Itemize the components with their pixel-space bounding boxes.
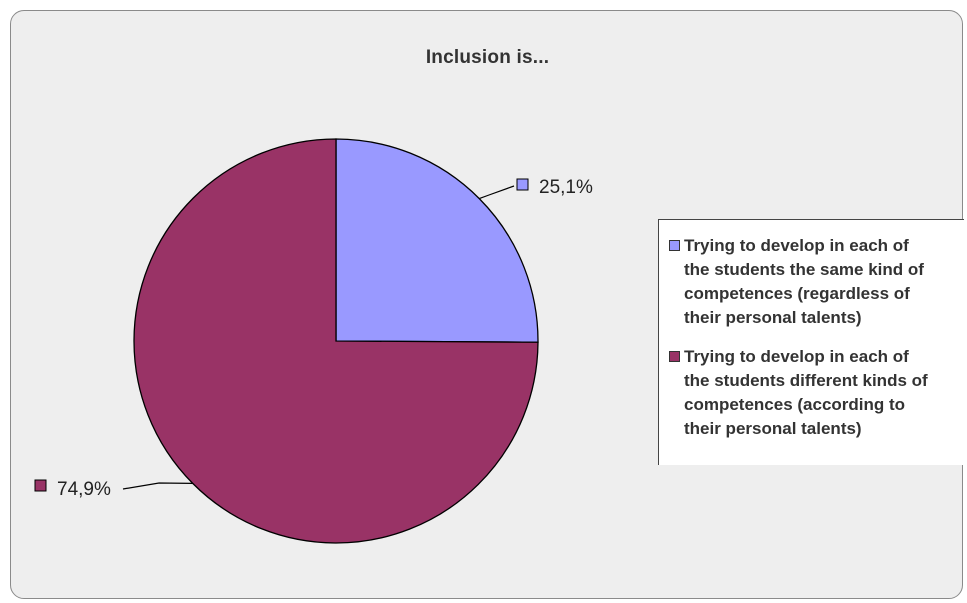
pie-slice-different-competences bbox=[133, 138, 539, 544]
legend-swatch-2 bbox=[669, 351, 680, 362]
legend-item-same-competences: Trying to develop in each of the student… bbox=[669, 234, 954, 330]
chart-area: Inclusion is... 25,1% 74,9% Trying to dev… bbox=[10, 10, 964, 599]
legend-item-different-competences: Trying to develop in each of the student… bbox=[669, 345, 954, 441]
leader-line-1 bbox=[479, 185, 515, 200]
legend: Trying to develop in each of the student… bbox=[658, 219, 964, 465]
legend-label-1: Trying to develop in each of the student… bbox=[684, 236, 924, 327]
data-label-1: 25,1% bbox=[539, 177, 593, 198]
pie-slice-same-competences bbox=[335, 138, 539, 343]
legend-swatch-1 bbox=[669, 240, 680, 251]
chart-title: Inclusion is... bbox=[425, 47, 550, 68]
data-label-2: 74,9% bbox=[57, 479, 111, 500]
leader-line-2 bbox=[122, 482, 193, 490]
data-label-swatch-2 bbox=[34, 479, 47, 492]
data-label-swatch-1 bbox=[516, 178, 529, 191]
pie-chart: 25,1% 74,9% bbox=[34, 138, 593, 544]
legend-label-2: Trying to develop in each of the student… bbox=[684, 347, 928, 438]
